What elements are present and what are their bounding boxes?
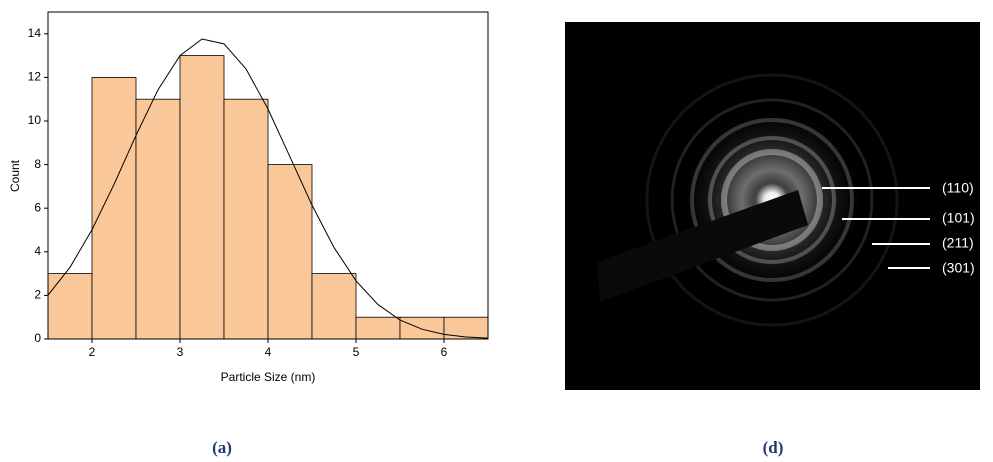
bar: [311, 273, 357, 340]
bar: [135, 98, 181, 340]
ring: [670, 98, 874, 302]
x-tick-label: 6: [441, 345, 448, 359]
y-tick-label: 14: [28, 26, 42, 40]
caption: (a): [212, 438, 232, 457]
x-tick-label: 3: [177, 345, 184, 359]
y-tick-label: 10: [28, 113, 42, 127]
bar: [355, 316, 401, 340]
bar: [223, 98, 269, 340]
bar: [443, 316, 489, 340]
y-tick-label: 4: [34, 244, 41, 258]
bar: [91, 77, 137, 340]
x-axis-label: Particle Size (nm): [221, 370, 316, 384]
bar: [399, 316, 445, 340]
bar: [47, 273, 93, 340]
x-tick-label: 4: [265, 345, 272, 359]
fit-curve: [47, 38, 489, 339]
y-tick-label: 12: [28, 70, 42, 84]
beam-stopper: [597, 190, 808, 302]
ring: [721, 149, 823, 251]
ring: [708, 136, 836, 264]
y-tick-label: 2: [34, 288, 41, 302]
ring: [645, 73, 899, 327]
x-tick-label: 5: [353, 345, 360, 359]
bar: [267, 164, 313, 340]
caption: (d): [763, 438, 784, 457]
plot-area: 0 2 4 6 8 10 12 14 2 3 4 5 6: [28, 11, 489, 359]
y-tick-label: 0: [34, 331, 41, 345]
plane-label: (301): [942, 260, 975, 276]
y-tick-label: 6: [34, 200, 41, 214]
ring: [690, 118, 854, 282]
x-tick-label: 2: [89, 345, 96, 359]
plane-label: (110): [942, 180, 974, 196]
plane-label: (101): [942, 210, 975, 226]
y-axis-label: Count: [8, 159, 22, 192]
plane-label: (211): [942, 235, 974, 251]
bar: [179, 55, 225, 340]
y-tick-label: 8: [34, 157, 41, 171]
saed-image: (110) (101) (211) (301): [565, 22, 980, 390]
